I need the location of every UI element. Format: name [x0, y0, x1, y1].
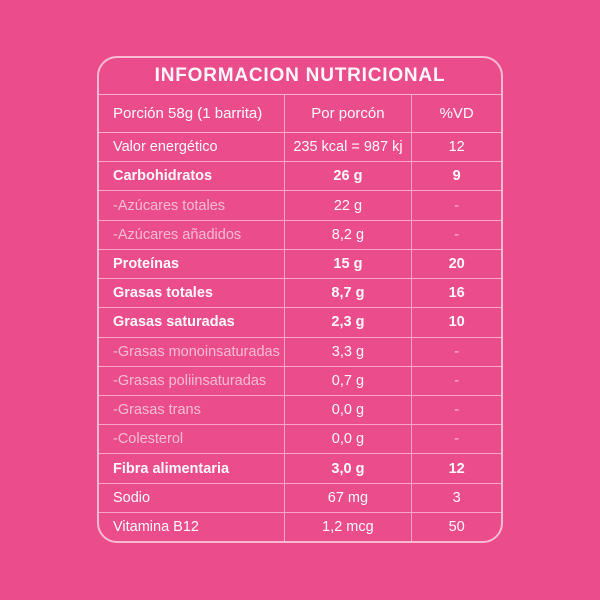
nutrient-daily-value: - [411, 191, 501, 220]
table-row: -Grasas monoinsaturadas 3,3 g - [99, 337, 501, 367]
nutrient-daily-value: - [411, 425, 501, 454]
table-row: -Azúcares totales 22 g - [99, 191, 501, 221]
nutrient-label: Sodio [113, 489, 151, 506]
nutrient-label: -Azúcares añadidos [113, 226, 242, 243]
nutrient-value: 15 g [283, 249, 412, 279]
table-header-row: Porción 58g (1 barrita) Por porcón %VD [99, 95, 501, 133]
table-row: -Colesterol 0,0 g - [99, 425, 501, 455]
table-row: Valor energético 235 kcal = 987 kj 12 [99, 133, 501, 163]
nutrient-value: 3,0 g [283, 454, 412, 483]
nutrient-daily-value: 12 [411, 133, 501, 162]
nutrient-value: 26 g [283, 162, 412, 191]
nutrient-value: 0,7 g [283, 366, 412, 395]
nutrient-daily-value: 20 [411, 249, 501, 279]
nutrient-value: 0,0 g [283, 395, 412, 425]
table-row: Vitamina B12 1,2 mcg 50 [99, 512, 501, 542]
nutrient-label: Valor energético [113, 139, 218, 156]
nutrient-value: 2,3 g [283, 308, 412, 337]
nutrient-value: 8,7 g [283, 279, 412, 308]
table-title: INFORMACION NUTRICIONAL [154, 65, 446, 86]
table-title-row: INFORMACION NUTRICIONAL [99, 58, 501, 95]
nutrient-value: 22 g [283, 191, 412, 220]
table-body: Valor energético 235 kcal = 987 kj 12 Ca… [99, 133, 501, 542]
nutrient-daily-value: 3 [411, 483, 501, 512]
nutrient-daily-value: 9 [411, 162, 501, 191]
nutrient-value: 8,2 g [283, 220, 412, 249]
nutrient-label: Carbohidratos [113, 168, 213, 185]
nutrient-daily-value: 16 [411, 279, 501, 308]
table-row: Carbohidratos 26 g 9 [99, 162, 501, 192]
nutrient-label: Grasas totales [113, 285, 213, 302]
nutrient-daily-value: 12 [411, 454, 501, 483]
nutrient-label: -Grasas poliinsaturadas [113, 372, 267, 389]
nutrient-label: -Grasas trans [113, 402, 201, 419]
nutrient-label: -Azúcares totales [113, 197, 226, 214]
nutrient-label: Fibra alimentaria [113, 460, 230, 477]
nutrient-label: Proteínas [113, 255, 180, 272]
table-row: Grasas saturadas 2,3 g 10 [99, 308, 501, 338]
nutrition-facts-table: INFORMACION NUTRICIONAL Porción 58g (1 b… [97, 56, 503, 543]
nutrient-daily-value: - [411, 337, 501, 366]
nutrient-daily-value: - [411, 395, 501, 425]
table-row: -Azúcares añadidos 8,2 g - [99, 220, 501, 250]
table-row: Sodio 67 mg 3 [99, 483, 501, 513]
nutrient-value: 1,2 mcg [283, 512, 412, 542]
nutrient-label: Grasas saturadas [113, 314, 235, 331]
nutrient-label: -Colesterol [113, 431, 184, 448]
table-row: -Grasas trans 0,0 g - [99, 395, 501, 426]
table-row: Fibra alimentaria 3,0 g 12 [99, 454, 501, 484]
nutrient-value: 67 mg [283, 483, 412, 512]
table-row: Grasas totales 8,7 g 16 [99, 279, 501, 309]
nutrient-label: Vitamina B12 [113, 518, 199, 535]
nutrient-daily-value: - [411, 220, 501, 249]
column-header-daily-value: %VD [411, 95, 501, 132]
nutrient-daily-value: 10 [411, 308, 501, 337]
table-row: Proteínas 15 g 20 [99, 249, 501, 280]
nutrient-label: -Grasas monoinsaturadas [113, 343, 280, 360]
table-row: -Grasas poliinsaturadas 0,7 g - [99, 366, 501, 396]
nutrient-value: 0,0 g [283, 425, 412, 454]
nutrient-daily-value: - [411, 366, 501, 395]
nutrient-value: 3,3 g [283, 337, 412, 366]
column-header-portion: Porción 58g (1 barrita) [113, 105, 263, 122]
column-header-per-portion: Por porcón [283, 95, 412, 132]
nutrient-value: 235 kcal = 987 kj [283, 133, 412, 162]
nutrient-daily-value: 50 [411, 512, 501, 542]
